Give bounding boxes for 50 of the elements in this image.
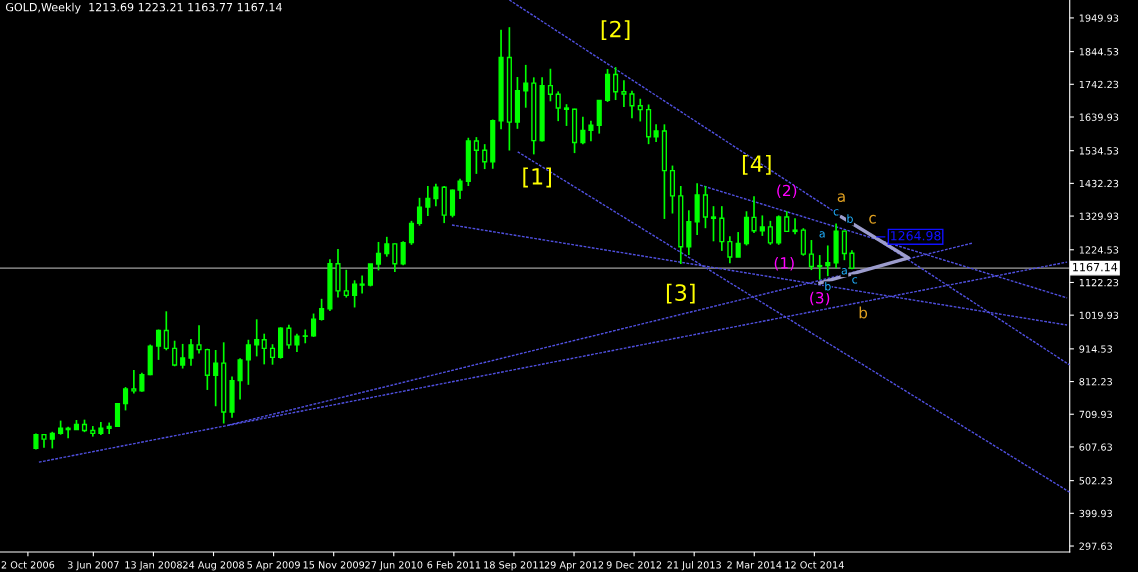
y-tick-label: 1534.53 <box>1079 147 1119 155</box>
x-tick-label: 2 Oct 2006 <box>1 561 55 569</box>
annotation: [4] <box>742 154 771 175</box>
y-tick-label: 1122.23 <box>1079 278 1119 287</box>
x-tick-label: 29 Apr 2012 <box>544 561 604 571</box>
y-tick-label: 1432.23 <box>1079 179 1119 188</box>
x-tick-label: 6 Feb 2011 <box>427 561 481 569</box>
chart-title: GOLD,Weekly 1213.69 1223.21 1163.77 1167.14 <box>5 2 282 14</box>
ref-line-label: 1167.14 <box>1073 262 1118 272</box>
x-tick-label: 21 Jul 2013 <box>667 561 721 571</box>
annotation: b <box>825 281 831 291</box>
annotation: [1] <box>523 167 551 188</box>
y-tick-label: 1224.53 <box>1079 246 1119 254</box>
x-tick-label: 27 Jun 2010 <box>365 561 423 571</box>
annotation: c <box>833 209 839 216</box>
annotation: (1) <box>774 256 794 271</box>
x-tick-label: 13 Jan 2008 <box>125 561 182 571</box>
x-tick-label: 9 Dec 2012 <box>606 561 662 569</box>
y-tick-label: 297.63 <box>1079 542 1112 550</box>
y-tick-label: 1844.53 <box>1079 48 1119 56</box>
y-tick-label: 812.23 <box>1079 378 1112 386</box>
x-tick-label: 18 Sep 2011 <box>484 561 544 571</box>
y-tick-label: 1329.93 <box>1079 212 1119 220</box>
y-tick-label: 1639.93 <box>1079 113 1119 121</box>
x-tick-label: 5 Apr 2009 <box>247 561 300 571</box>
annotation: 1264.98 <box>891 231 941 241</box>
y-tick-label: 502.23 <box>1079 477 1112 485</box>
x-tick-label: 2 Mar 2014 <box>727 561 782 569</box>
annotation: (3) <box>810 291 830 306</box>
annotation: c <box>852 277 858 284</box>
x-tick-label: 15 Nov 2009 <box>303 561 365 569</box>
annotation: c <box>869 214 876 224</box>
y-tick-label: 607.63 <box>1079 443 1112 451</box>
annotation: b <box>859 306 868 319</box>
annotation: a <box>841 268 847 275</box>
y-tick-label: 1742.23 <box>1079 80 1119 89</box>
y-tick-label: 1019.93 <box>1079 311 1119 319</box>
annotation: a <box>819 231 825 238</box>
x-tick-label: 3 Jun 2007 <box>67 561 119 571</box>
annotation: [2] <box>601 20 630 41</box>
y-tick-label: 1949.93 <box>1079 14 1119 22</box>
annotation: [3] <box>666 283 695 304</box>
y-tick-label: 914.53 <box>1079 345 1112 353</box>
annotation: a <box>837 193 845 203</box>
annotation: (2) <box>777 184 797 199</box>
y-tick-label: 399.93 <box>1079 509 1112 518</box>
y-tick-label: 709.93 <box>1079 410 1112 419</box>
x-tick-label: 12 Oct 2014 <box>785 561 844 569</box>
x-tick-label: 24 Aug 2008 <box>183 561 244 571</box>
annotation: b <box>847 214 853 223</box>
